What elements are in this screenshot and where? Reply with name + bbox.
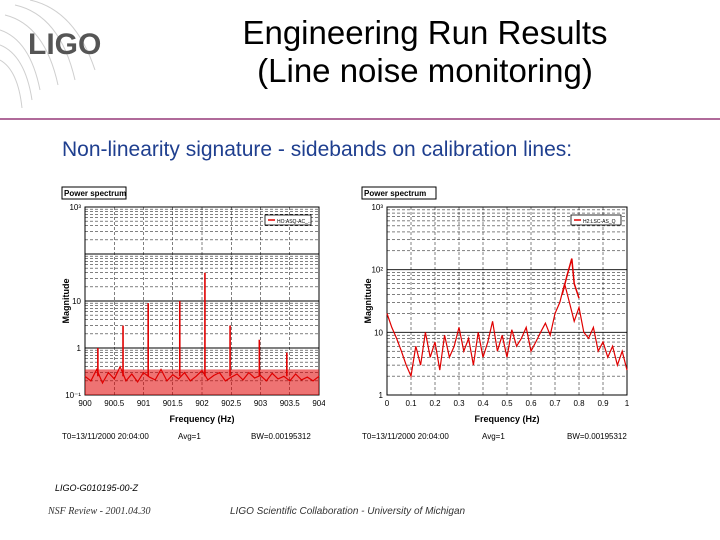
chart-right: Power spectrum H2:LSC-AS_Q 0 0.1 0.2 0.3 0.4…: [357, 185, 642, 445]
cr-y-tick-label: 10²: [371, 266, 383, 275]
cl-x-tick-label: 903.5: [280, 399, 301, 408]
cr-x-tick-label: 0.6: [525, 399, 537, 408]
chart-left-footer-avg: Avg=1: [178, 432, 201, 441]
cl-x-tick-label: 900: [78, 399, 92, 408]
cr-x-tick-label: 1: [625, 399, 630, 408]
chart-left-title: Power spectrum: [64, 189, 126, 198]
cr-x-tick-label: 0: [385, 399, 390, 408]
chart-left-grid: [84, 207, 320, 396]
cr-series-peak: [561, 258, 580, 299]
footer-center: LIGO Scientific Collaboration - Universi…: [230, 506, 466, 517]
chart-left-footer-bw: BW=0.00195312: [251, 432, 311, 441]
chart-left-y-ticks: 10⁻¹ 1 10 10³: [65, 203, 81, 400]
ligo-logo: LIGO: [0, 0, 101, 109]
cr-x-tick-label: 0.4: [477, 399, 489, 408]
chart-left: Power spectrum HO:ASQ-AC_... 900 900.5 901…: [55, 185, 325, 445]
chart-right-xlabel: Frequency (Hz): [474, 414, 539, 424]
chart-left-footer-t0: T0=13/11/2000 20:04:00: [62, 432, 149, 441]
cl-x-tick-label: 902: [195, 399, 209, 408]
chart-left-ylabel: Magnitude: [61, 279, 71, 324]
cl-x-tick-label: 902.5: [221, 399, 242, 408]
cr-y-tick-label: 1: [379, 391, 384, 400]
cr-x-tick-label: 0.1: [405, 399, 417, 408]
chart-right-ylabel: Magnitude: [363, 279, 373, 324]
cr-x-tick-label: 0.3: [453, 399, 465, 408]
cl-y-tick-label: 1: [77, 344, 82, 353]
chart-left-legend: HO:ASQ-AC_...: [277, 219, 312, 225]
cl-noise-band: [85, 369, 319, 395]
slide-subtitle: Non-linearity signature - sidebands on c…: [62, 138, 573, 161]
cl-x-tick-label: 900.5: [104, 399, 125, 408]
chart-left-series: [84, 272, 320, 395]
logo-text: LIGO: [28, 28, 101, 61]
cl-x-tick-label: 901.5: [163, 399, 184, 408]
cr-x-tick-label: 0.2: [429, 399, 441, 408]
chart-left-legend-box: [264, 214, 312, 226]
chart-right-legend-box: [570, 214, 622, 226]
slide-title: Engineering Run Results (Line noise moni…: [140, 14, 710, 90]
title-line-2: (Line noise monitoring): [257, 52, 593, 89]
cr-x-tick-label: 0.7: [549, 399, 561, 408]
cr-y-tick-label: 10: [374, 328, 383, 337]
chart-right-title-box: [361, 186, 437, 200]
cr-series-baseline: [386, 283, 628, 379]
chart-left-x-ticks: 900 900.5 901 901.5 902 902.5 903 903.5 904: [78, 399, 325, 408]
document-id: LIGO-G010195-00-Z: [55, 483, 139, 493]
chart-right-title: Power spectrum: [364, 189, 426, 198]
cl-y-tick-label: 10³: [69, 203, 81, 212]
cl-x-tick-label: 904: [312, 399, 325, 408]
cl-y-tick-label: 10: [72, 297, 81, 306]
cr-y-tick-label: 10³: [371, 203, 383, 212]
cl-y-tick-label: 10⁻¹: [65, 391, 81, 400]
chart-left-title-box: [61, 186, 127, 200]
footer-left: NSF Review - 2001.04.30: [48, 506, 151, 517]
chart-right-y-ticks: 1 10 10² 10³: [371, 203, 383, 400]
chart-right-x-ticks: 0 0.1 0.2 0.3 0.4 0.5 0.6 0.7 0.8 0.9 1: [385, 399, 630, 408]
chart-right-plot-area: [386, 206, 628, 396]
title-divider: [0, 118, 720, 120]
cr-x-tick-label: 0.5: [501, 399, 513, 408]
cl-x-tick-label: 901: [137, 399, 151, 408]
chart-right-series: [386, 258, 628, 379]
chart-left-xlabel: Frequency (Hz): [169, 414, 234, 424]
cr-x-tick-label: 0.8: [573, 399, 585, 408]
cl-x-tick-label: 903: [254, 399, 268, 408]
chart-right-footer-bw: BW=0.00195312: [567, 432, 627, 441]
chart-right-legend: H2:LSC-AS_Q: [583, 219, 616, 225]
chart-right-footer-avg: Avg=1: [482, 432, 505, 441]
title-line-1: Engineering Run Results: [242, 14, 608, 51]
chart-right-footer-t0: T0=13/11/2000 20:04:00: [362, 432, 449, 441]
cr-x-tick-label: 0.9: [597, 399, 609, 408]
